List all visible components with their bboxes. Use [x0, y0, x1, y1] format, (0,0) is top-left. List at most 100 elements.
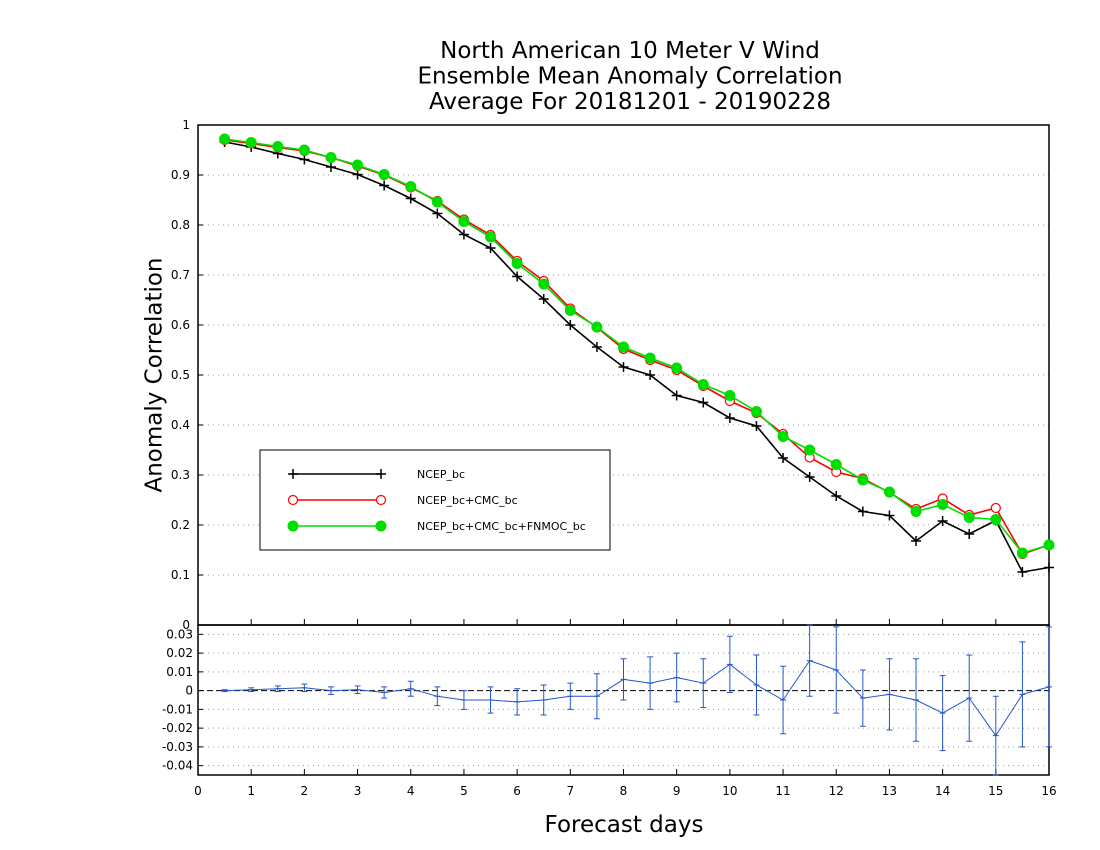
- data-point: [591, 342, 602, 352]
- series-group: [219, 133, 1055, 577]
- x-tick-label: 9: [673, 784, 681, 798]
- data-point: [804, 472, 815, 482]
- legend-item: NCEP_bc: [288, 468, 465, 481]
- data-point: [405, 193, 416, 204]
- y-axis-main: 0 0.1 0.2 0.3 0.4 0.5 0.6 0.7 0.8 0.9 1: [171, 118, 203, 632]
- error-bar: [1046, 626, 1052, 748]
- x-tick-label: 15: [988, 784, 1003, 798]
- legend-item: NCEP_bc+CMC_bc: [287, 494, 518, 507]
- data-point: [287, 520, 299, 532]
- y-tick-label: -0.01: [162, 702, 193, 716]
- data-point: [405, 181, 417, 192]
- error-bar: [1019, 641, 1026, 748]
- x-tick-label: 0: [194, 784, 202, 798]
- data-point: [458, 229, 469, 240]
- data-point: [485, 243, 496, 253]
- y-tick-label: 0.3: [171, 468, 190, 482]
- data-point: [778, 453, 789, 463]
- x-tick-label: 12: [829, 784, 844, 798]
- data-point: [1044, 562, 1054, 573]
- legend-label: NCEP_bc: [417, 468, 465, 481]
- y-tick-label: -0.02: [162, 721, 193, 735]
- y-tick-label: 0.02: [166, 646, 193, 660]
- data-point: [287, 494, 299, 506]
- x-tick-label: 1: [247, 784, 255, 798]
- y-tick-label: -0.03: [162, 740, 193, 754]
- data-point: [857, 506, 868, 517]
- data-point: [458, 216, 470, 227]
- y-axis-label: Anomaly Correlation: [142, 257, 168, 492]
- y-tick-label: 0: [185, 684, 193, 698]
- error-bar: [992, 695, 999, 776]
- data-point: [911, 536, 922, 546]
- data-point: [565, 320, 576, 330]
- error-bar: [700, 658, 707, 708]
- error-bar: [780, 665, 787, 735]
- data-point: [564, 305, 576, 316]
- y-tick-label: 0: [182, 618, 190, 632]
- error-bar: [327, 686, 334, 695]
- error-bar: [381, 686, 388, 699]
- x-tick-label: 4: [407, 784, 415, 798]
- data-point: [352, 169, 363, 180]
- data-point: [1016, 547, 1028, 559]
- error-bar: [859, 669, 866, 727]
- y-tick-label: 1: [182, 118, 190, 132]
- diff-line: [224, 659, 1050, 737]
- data-point: [804, 444, 816, 456]
- error-bar: [966, 654, 973, 742]
- data-point: [910, 506, 922, 517]
- data-point: [883, 486, 895, 498]
- data-point: [245, 137, 257, 148]
- data-point: [698, 397, 709, 408]
- error-bar: [886, 658, 893, 731]
- data-point: [511, 258, 523, 269]
- error-bar: [487, 686, 494, 714]
- error-bar: [939, 675, 946, 752]
- data-point: [724, 413, 735, 423]
- data-point: [671, 362, 683, 374]
- data-point: [884, 510, 895, 521]
- grid-main: [198, 174, 1049, 576]
- legend-item: NCEP_bc+CMC_bc+FNMOC_bc: [287, 520, 586, 533]
- data-point: [697, 379, 709, 390]
- data-point: [618, 362, 629, 372]
- y-tick-label: 0.7: [171, 268, 190, 282]
- legend-label: NCEP_bc+CMC_bc: [417, 494, 518, 507]
- error-bar: [514, 688, 521, 716]
- data-point: [378, 169, 390, 180]
- data-point: [830, 459, 842, 470]
- x-tick-label: 11: [775, 784, 790, 798]
- data-point: [750, 406, 762, 417]
- error-bar: [434, 686, 441, 707]
- y-tick-label: 0.5: [171, 368, 190, 382]
- title-line: Ensemble Mean Anomaly Correlation: [417, 64, 842, 90]
- data-point: [325, 162, 336, 172]
- data-point: [288, 469, 298, 479]
- x-tick-label: 3: [354, 784, 362, 798]
- y-tick-label: 0.01: [166, 665, 193, 679]
- error-bar: [354, 685, 361, 694]
- error-bar: [460, 690, 467, 710]
- data-point: [857, 474, 869, 486]
- y-tick-label: 0.03: [166, 627, 193, 641]
- error-bar: [647, 656, 654, 710]
- y-tick-label: 0.2: [171, 518, 190, 532]
- data-point: [375, 494, 387, 506]
- data-point: [376, 469, 386, 479]
- error-bar: [301, 683, 308, 693]
- title-line: North American 10 Meter V Wind: [440, 38, 820, 64]
- error-bar: [673, 652, 680, 703]
- y-tick-label: 0.4: [171, 418, 190, 432]
- x-tick-label: 8: [620, 784, 628, 798]
- data-point: [375, 520, 387, 532]
- x-axis: 0 1 2 3 4 5 6 7 8 9 10 11 12 13 14 15 16: [194, 619, 1057, 798]
- error-bar: [540, 684, 547, 716]
- data-point: [937, 516, 948, 526]
- data-point: [325, 152, 337, 163]
- series-NCEP_bc+CMC_bc+FNMOC_bc: [219, 133, 1055, 559]
- data-point: [512, 271, 523, 282]
- data-point: [644, 352, 656, 364]
- x-tick-label: 2: [301, 784, 309, 798]
